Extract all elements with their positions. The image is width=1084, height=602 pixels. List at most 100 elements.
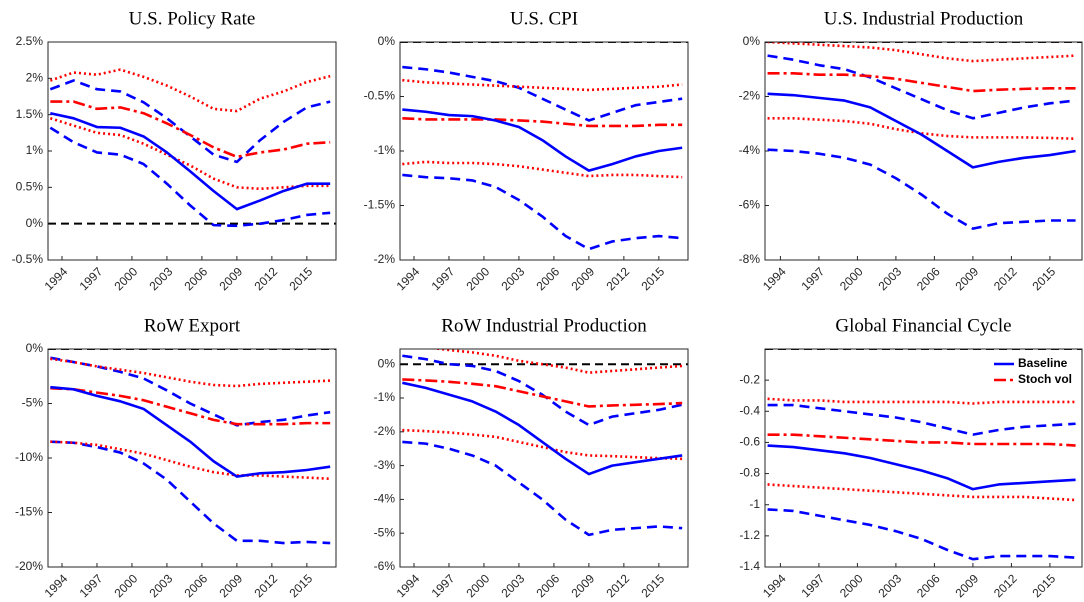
y-tick-label: 0% xyxy=(26,216,44,230)
x-tick-label: 2015 xyxy=(638,264,667,293)
y-tick-label: -1.2 xyxy=(739,528,760,542)
x-tick-label: 2003 xyxy=(147,571,176,600)
lines xyxy=(765,349,1082,561)
series-line xyxy=(402,65,683,122)
y-tick-label: -2% xyxy=(374,252,396,266)
x-tick-label: 1994 xyxy=(394,571,423,600)
series-line xyxy=(767,54,1076,120)
plot-frame xyxy=(47,41,337,261)
x-tick-label: 2000 xyxy=(837,264,866,293)
x-tick-label: 1994 xyxy=(42,571,71,600)
series-line xyxy=(402,78,683,92)
series-line xyxy=(402,173,683,251)
plot-area xyxy=(765,42,1082,260)
plot-area xyxy=(400,349,688,567)
x-tick-label: 2009 xyxy=(568,264,597,293)
x-tick-label: 2009 xyxy=(216,571,245,600)
x-tick-label: 2012 xyxy=(603,264,632,293)
x-tick-label: 2000 xyxy=(464,571,493,600)
x-tick-label: 2015 xyxy=(638,571,667,600)
plot-frame xyxy=(399,348,689,568)
x-tick-label: 2006 xyxy=(914,571,943,600)
series-line xyxy=(402,160,683,179)
y-tick-label: 1.5% xyxy=(16,107,44,121)
x-tick-label: 2003 xyxy=(875,571,904,600)
y-tick-label: -6% xyxy=(374,559,396,573)
y-tick-label: -0.2 xyxy=(739,372,760,386)
series-line xyxy=(50,440,331,545)
x-tick-label: 2012 xyxy=(991,264,1020,293)
plot-frame xyxy=(399,41,689,261)
y-tick-label: -1.4 xyxy=(739,559,760,573)
y-tick-label: -1.5% xyxy=(364,198,396,212)
y-tick-label: 0% xyxy=(743,34,761,48)
x-tick-label: 1997 xyxy=(429,264,458,293)
series-line xyxy=(50,357,331,388)
x-tick-label: 2012 xyxy=(251,571,280,600)
x-tick-label: 2006 xyxy=(181,571,210,600)
x-tick-label: 2006 xyxy=(533,571,562,600)
x-tick-label: 1994 xyxy=(394,264,423,293)
x-tick-label: 1997 xyxy=(798,264,827,293)
lines xyxy=(48,68,336,228)
x-tick-label: 2003 xyxy=(147,264,176,293)
y-tick-label: 1% xyxy=(26,143,44,157)
x-tick-label: 2000 xyxy=(112,264,141,293)
series-line xyxy=(402,108,683,172)
y-tick-label: -4% xyxy=(374,492,396,506)
series-line xyxy=(767,403,1076,436)
series-line xyxy=(50,440,331,481)
x-tick-label: 1997 xyxy=(429,571,458,600)
y-tick-label: -8% xyxy=(739,252,761,266)
lines xyxy=(400,42,688,251)
plot-frame xyxy=(764,41,1083,261)
y-tick-label: -0.6 xyxy=(739,435,760,449)
series-line xyxy=(767,42,1076,63)
lines xyxy=(400,349,688,537)
subplot: RoW Export-20%-15%-10%-5%0%1994 1997 2000 2… xyxy=(15,315,337,600)
x-tick-label: 2009 xyxy=(216,264,245,293)
series-line xyxy=(402,381,683,476)
y-tick-label: 0% xyxy=(378,34,396,48)
subplot: U.S. Industrial Production -8% -6% -4% -2% 0%… xyxy=(739,8,1083,293)
series-line xyxy=(767,72,1076,93)
series-line xyxy=(402,440,683,537)
legend-text: Baseline xyxy=(1018,356,1068,370)
series-line xyxy=(50,356,331,427)
x-tick-label: 1997 xyxy=(798,571,827,600)
x-tick-label: 2000 xyxy=(837,571,866,600)
series-line xyxy=(767,508,1076,561)
x-tick-label: 2015 xyxy=(286,264,315,293)
series-line xyxy=(767,397,1076,405)
y-tick-label: 0% xyxy=(26,341,44,355)
plot-area xyxy=(400,42,688,260)
series-line xyxy=(50,385,331,478)
y-tick-label: 2% xyxy=(26,71,44,85)
series-line xyxy=(402,428,683,461)
x-tick-label: 1994 xyxy=(760,571,789,600)
chart-title: RoW Export xyxy=(144,315,241,336)
legend: Baseline Stoch vol xyxy=(989,351,1081,393)
plot-frame xyxy=(47,348,337,568)
x-tick-label: 2009 xyxy=(952,264,981,293)
y-tick-label: -2% xyxy=(739,89,761,103)
chart-title: U.S. Industrial Production xyxy=(824,8,1024,29)
legend-text: Stoch vol xyxy=(1018,372,1072,386)
series-line xyxy=(428,349,683,374)
x-tick-label: 2015 xyxy=(1029,571,1058,600)
y-tick-label: -5% xyxy=(22,396,44,410)
x-tick-label: 2000 xyxy=(112,571,141,600)
x-tick-label: 2003 xyxy=(499,571,528,600)
chart-title: U.S. Policy Rate xyxy=(129,8,256,29)
series-line xyxy=(767,148,1076,230)
series-line xyxy=(50,111,331,211)
y-tick-label: -1% xyxy=(374,390,396,404)
y-tick-label: 0% xyxy=(378,356,396,370)
x-tick-label: 2015 xyxy=(1029,264,1058,293)
chart-title: U.S. CPI xyxy=(510,8,578,29)
series-line xyxy=(767,433,1076,447)
lines xyxy=(765,42,1082,230)
x-tick-label: 2012 xyxy=(251,264,280,293)
y-tick-label: -0.4 xyxy=(739,403,760,417)
x-tick-label: 2003 xyxy=(875,264,904,293)
